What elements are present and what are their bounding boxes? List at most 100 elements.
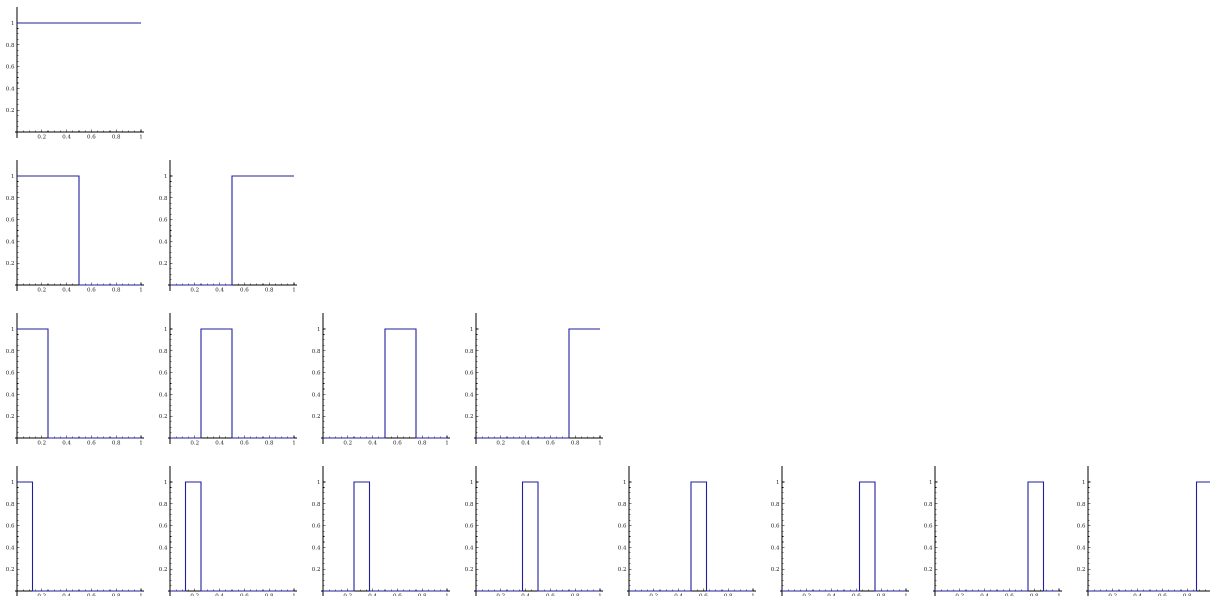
x-tick-label: 0.6 bbox=[87, 135, 96, 141]
y-tick-label: 0.8 bbox=[465, 502, 474, 508]
y-tick-label: 0.6 bbox=[312, 371, 321, 377]
x-tick-label: 0.8 bbox=[571, 594, 580, 596]
y-tick-label: 0.8 bbox=[6, 502, 15, 508]
x-tick-label: 0.4 bbox=[368, 594, 377, 596]
x-tick-label: 0.4 bbox=[62, 594, 71, 596]
x-tick-label: 0.4 bbox=[215, 594, 224, 596]
chart-panel-4-3: 0.2 0.4 0.6 0.8 1 0.2 0.4 0.6 0.8 1 bbox=[312, 466, 450, 596]
x-tick-label: 0.6 bbox=[546, 594, 555, 596]
x-tick-label: 0.6 bbox=[240, 594, 249, 596]
y-tick-label: 0.8 bbox=[6, 196, 15, 202]
series-line bbox=[17, 328, 141, 439]
chart-panel-4-4: 0.2 0.4 0.6 0.8 1 0.2 0.4 0.6 0.8 1 bbox=[465, 466, 603, 596]
x-tick-label: 1 bbox=[139, 135, 143, 141]
y-tick-label: 0.8 bbox=[618, 502, 627, 508]
x-tick-label: 0.8 bbox=[1030, 594, 1039, 596]
y-tick-label: 0.8 bbox=[159, 349, 168, 355]
y-tick-label: 1 bbox=[623, 480, 627, 486]
x-tick-label: 0.6 bbox=[393, 441, 402, 447]
y-tick-label: 1 bbox=[929, 480, 933, 486]
x-tick-label: 1 bbox=[445, 441, 449, 447]
x-tick-label: 0.2 bbox=[37, 441, 46, 447]
y-tick-label: 0.6 bbox=[6, 524, 15, 530]
x-tick-label: 0.6 bbox=[852, 594, 861, 596]
y-tick-label: 1 bbox=[11, 480, 15, 486]
y-tick-label: 0.6 bbox=[159, 218, 168, 224]
x-tick-label: 0.8 bbox=[112, 441, 121, 447]
x-tick-label: 0.6 bbox=[240, 441, 249, 447]
x-tick-label: 0.2 bbox=[343, 594, 352, 596]
x-tick-label: 1 bbox=[598, 441, 602, 447]
y-tick-label: 0.2 bbox=[312, 414, 321, 420]
y-tick-label: 0.4 bbox=[618, 545, 627, 551]
x-tick-label: 0.8 bbox=[1183, 594, 1192, 596]
y-tick-label: 1 bbox=[11, 327, 15, 333]
x-tick-label: 0.6 bbox=[1158, 594, 1167, 596]
y-tick-label: 1 bbox=[776, 480, 780, 486]
x-tick-label: 0.6 bbox=[546, 441, 555, 447]
series-line bbox=[323, 481, 447, 592]
x-tick-label: 1 bbox=[292, 594, 296, 596]
x-tick-label: 1 bbox=[1057, 594, 1061, 596]
x-tick-label: 1 bbox=[751, 594, 755, 596]
x-tick-label: 0.4 bbox=[674, 594, 683, 596]
series-line bbox=[170, 175, 294, 286]
x-tick-label: 0.6 bbox=[393, 594, 402, 596]
y-tick-label: 0.2 bbox=[618, 567, 627, 573]
x-tick-label: 0.2 bbox=[955, 594, 964, 596]
series-line bbox=[17, 175, 141, 286]
y-tick-label: 0.6 bbox=[159, 371, 168, 377]
series-line bbox=[629, 481, 753, 592]
chart-panel-2-2: 0.2 0.4 0.6 0.8 1 0.2 0.4 0.6 0.8 1 bbox=[159, 160, 297, 294]
y-tick-label: 0.8 bbox=[465, 349, 474, 355]
chart-panel-4-6: 0.2 0.4 0.6 0.8 1 0.2 0.4 0.6 0.8 1 bbox=[771, 466, 909, 596]
series-line bbox=[17, 481, 141, 592]
y-tick-label: 0.8 bbox=[771, 502, 780, 508]
x-tick-label: 0.8 bbox=[724, 594, 733, 596]
y-tick-label: 0.2 bbox=[465, 414, 474, 420]
y-tick-label: 0.2 bbox=[6, 414, 15, 420]
y-tick-label: 0.6 bbox=[1077, 524, 1086, 530]
x-tick-label: 0.4 bbox=[521, 441, 530, 447]
x-tick-label: 0.6 bbox=[87, 594, 96, 596]
series-line bbox=[170, 328, 294, 439]
x-tick-label: 0.4 bbox=[215, 441, 224, 447]
x-tick-label: 0.6 bbox=[240, 288, 249, 294]
y-tick-label: 0.8 bbox=[159, 502, 168, 508]
y-tick-label: 0.4 bbox=[924, 545, 933, 551]
y-tick-label: 0.4 bbox=[159, 545, 168, 551]
y-tick-label: 1 bbox=[11, 174, 15, 180]
y-tick-label: 0.2 bbox=[465, 567, 474, 573]
x-tick-label: 0.8 bbox=[265, 594, 274, 596]
x-tick-label: 1 bbox=[139, 441, 143, 447]
x-tick-label: 1 bbox=[904, 594, 908, 596]
x-tick-label: 0.2 bbox=[190, 288, 199, 294]
y-tick-label: 0.2 bbox=[924, 567, 933, 573]
x-tick-label: 1 bbox=[598, 594, 602, 596]
x-tick-label: 0.4 bbox=[368, 441, 377, 447]
y-tick-label: 1 bbox=[164, 327, 168, 333]
x-tick-label: 1 bbox=[292, 441, 296, 447]
y-tick-label: 0.6 bbox=[465, 371, 474, 377]
x-tick-label: 0.4 bbox=[827, 594, 836, 596]
x-tick-label: 0.6 bbox=[87, 441, 96, 447]
y-tick-label: 0.2 bbox=[1077, 567, 1086, 573]
y-tick-label: 1 bbox=[317, 327, 321, 333]
x-tick-label: 0.4 bbox=[1133, 594, 1142, 596]
x-tick-label: 0.8 bbox=[877, 594, 886, 596]
y-tick-label: 0.4 bbox=[159, 239, 168, 245]
series-line bbox=[323, 328, 447, 439]
y-tick-label: 0.4 bbox=[1077, 545, 1086, 551]
y-tick-label: 0.8 bbox=[6, 349, 15, 355]
y-tick-label: 0.8 bbox=[159, 196, 168, 202]
series-line bbox=[476, 481, 600, 592]
y-tick-label: 0.4 bbox=[312, 392, 321, 398]
chart-panel-4-1: 0.2 0.4 0.6 0.8 1 0.2 0.4 0.6 0.8 1 bbox=[6, 466, 144, 596]
x-tick-label: 1 bbox=[139, 594, 143, 596]
y-tick-label: 0.6 bbox=[6, 218, 15, 224]
x-tick-label: 0.2 bbox=[1108, 594, 1117, 596]
chart-panel-3-1: 0.2 0.4 0.6 0.8 1 0.2 0.4 0.6 0.8 1 bbox=[6, 313, 144, 447]
x-tick-label: 0.6 bbox=[699, 594, 708, 596]
x-tick-label: 0.2 bbox=[190, 441, 199, 447]
